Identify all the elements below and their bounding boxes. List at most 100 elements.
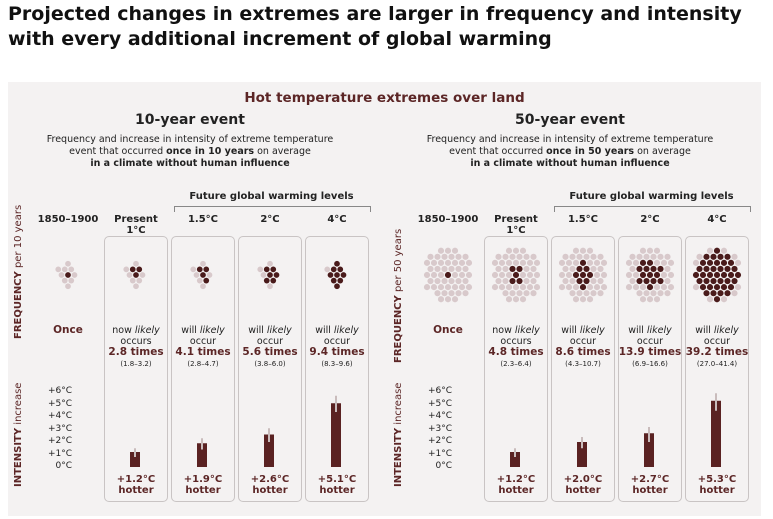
dot-empty <box>572 247 580 254</box>
dot-empty <box>720 296 728 303</box>
dot-empty <box>509 290 516 297</box>
intensity-bar-rect <box>130 452 140 467</box>
dot-empty <box>734 259 742 266</box>
dot-empty <box>430 284 438 291</box>
dot-empty <box>423 259 431 266</box>
dot-empty <box>593 271 601 279</box>
future-label-0: Future global warming levels <box>189 191 354 202</box>
dot-empty <box>462 277 469 285</box>
dot-empty <box>590 265 597 273</box>
dot-occurrence <box>509 277 516 285</box>
dot-empty <box>423 271 431 279</box>
dot-occurrence <box>337 277 344 284</box>
column-box-0-4 <box>305 236 369 502</box>
dot-empty <box>491 259 499 266</box>
dot-empty <box>572 284 580 291</box>
frequency-text-1-4: will likely occur 39.2 times (27.0–41.4) <box>685 325 749 370</box>
intensity-value: +2.0°C <box>563 474 603 485</box>
intensity-bar-0-4 <box>331 395 341 467</box>
dot-empty <box>495 253 502 260</box>
dot-occurrence <box>643 277 650 285</box>
column-header-1-4: 4°C <box>707 214 727 225</box>
dot-empty <box>639 296 647 303</box>
dot-empty <box>451 247 459 254</box>
dot-occurrence <box>727 259 735 266</box>
dot-empty <box>530 265 537 273</box>
dot-occurrence <box>196 266 203 273</box>
dot-empty <box>196 277 203 284</box>
row-label-main: FREQUENCY <box>393 295 404 363</box>
dot-occurrence <box>720 284 728 291</box>
description-emphasis: once in 50 years <box>546 146 635 157</box>
dot-occurrence <box>263 277 270 284</box>
dot-empty <box>133 260 139 267</box>
intensity-text-0-1: +1.2°C hotter <box>104 474 168 496</box>
frequency-range: (1.8–3.2) <box>120 360 152 368</box>
dot-empty <box>55 266 62 273</box>
intensity-bar-1-3 <box>644 427 654 467</box>
dot-occurrence <box>699 271 707 279</box>
intensity-text-0-3: +2.6°C hotter <box>238 474 302 496</box>
frequency-text-0-3: will likely occur 5.6 times (3.8–6.0) <box>238 325 302 370</box>
intensity-tick-label: +4°C <box>47 411 72 421</box>
intensity-bar-0-3 <box>264 428 274 467</box>
dot-empty <box>643 290 650 297</box>
intensity-row-label-0: INTENSITY increase <box>13 383 24 487</box>
dot-empty <box>632 259 640 266</box>
dot-empty <box>657 290 664 297</box>
frequency-text-1-3: will likely occur 13.9 times (6.9–16.6) <box>618 325 682 370</box>
event-description-1: Frequency and increase in intensity of e… <box>400 134 740 170</box>
frequency-verb: occur <box>636 336 664 347</box>
frequency-verb: occurs <box>120 336 152 347</box>
intensity-hotter: hotter <box>118 485 154 496</box>
dot-occurrence <box>330 266 337 273</box>
dot-empty <box>512 284 520 291</box>
dot-empty <box>653 259 661 266</box>
frequency-text-1-0: Once <box>416 325 480 336</box>
dot-empty <box>650 253 657 260</box>
intensity-bar-0-1 <box>130 448 140 467</box>
dot-empty <box>495 277 502 285</box>
dot-empty <box>565 259 573 266</box>
frequency-prefix: will <box>628 325 647 336</box>
dot-empty <box>434 290 441 297</box>
dot-occurrence <box>699 284 707 291</box>
dot-empty <box>523 253 530 260</box>
dot-empty <box>451 271 459 279</box>
frequency-prefix: will <box>561 325 580 336</box>
dot-occurrence <box>639 259 647 266</box>
dot-occurrence <box>270 277 277 284</box>
dot-empty <box>569 277 576 285</box>
dot-empty <box>448 290 455 297</box>
dot-empty <box>444 259 452 266</box>
frequency-value: 39.2 times <box>685 346 749 358</box>
row-label-main: INTENSITY <box>393 427 404 487</box>
dot-occurrence <box>270 266 277 273</box>
dot-occurrence <box>657 277 664 285</box>
dot-empty <box>519 259 527 266</box>
dot-empty <box>61 277 68 284</box>
intensity-bar-rect <box>197 443 207 467</box>
intensity-hotter: hotter <box>632 485 668 496</box>
dot-empty <box>636 253 643 260</box>
dot-occurrence <box>133 272 139 278</box>
dot-empty <box>664 277 671 285</box>
dot-empty <box>692 259 700 266</box>
dot-empty <box>451 296 459 303</box>
dot-occurrence <box>337 266 344 273</box>
dot-empty <box>523 265 530 273</box>
dot-empty <box>597 277 604 285</box>
intensity-value: +2.6°C <box>250 474 290 485</box>
dot-occurrence <box>516 277 523 285</box>
dot-empty <box>731 253 738 260</box>
row-label-main: INTENSITY <box>13 427 24 487</box>
frequency-text-0-1: now likely occurs 2.8 times (1.8–3.2) <box>104 325 168 370</box>
frequency-prefix: now <box>492 325 515 336</box>
intensity-text-1-3: +2.7°C hotter <box>618 474 682 496</box>
intensity-value: +2.7°C <box>630 474 670 485</box>
dot-empty <box>579 296 587 303</box>
frequency-prefix: will <box>695 325 714 336</box>
intensity-value: +1.2°C <box>496 474 536 485</box>
dot-empty <box>569 290 576 297</box>
dot-empty <box>600 259 608 266</box>
